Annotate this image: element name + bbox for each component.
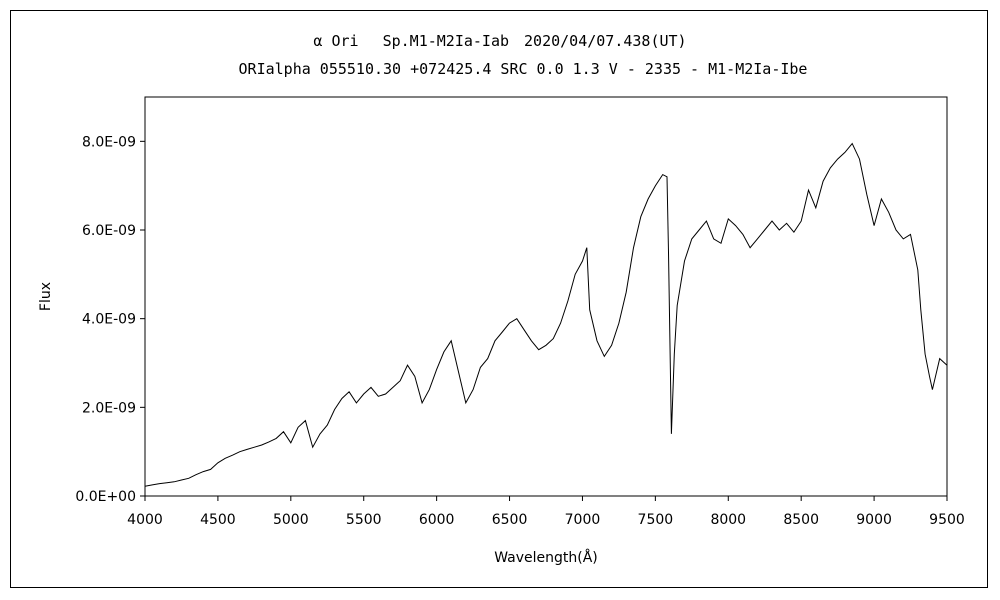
x-tick-label: 4000 bbox=[127, 512, 163, 528]
x-tick-label: 5000 bbox=[273, 512, 309, 528]
x-tick-label: 4500 bbox=[200, 512, 236, 528]
y-tick-label: 2.0E-09 bbox=[82, 400, 136, 416]
spectrum-line bbox=[144, 142, 948, 487]
x-axis-title: Wavelength(Å) bbox=[494, 549, 598, 566]
y-tick-label: 8.0E-09 bbox=[82, 134, 136, 150]
x-tick-label: 9500 bbox=[929, 512, 965, 528]
x-tick-label: 5500 bbox=[346, 512, 382, 528]
x-tick-label: 8500 bbox=[783, 512, 819, 528]
x-tick-label: 7500 bbox=[638, 512, 674, 528]
chart-frame bbox=[10, 10, 988, 588]
x-tick-label: 6500 bbox=[492, 512, 528, 528]
y-tick-label: 4.0E-09 bbox=[82, 312, 136, 328]
chart-subtitle: ORIalpha 055510.30 +072425.4 SRC 0.0 1.3… bbox=[238, 60, 808, 78]
y-axis-ticks: 0.0E+00 2.0E-09 4.0E-09 6.0E-09 8.0E-09 bbox=[75, 134, 145, 505]
x-axis-ticks: 4000 4500 5000 5500 6000 6500 7000 7500 8000 8500… bbox=[127, 496, 965, 528]
x-tick-label: 9000 bbox=[856, 512, 892, 528]
plot-area bbox=[144, 96, 948, 497]
x-tick-label: 6000 bbox=[419, 512, 455, 528]
y-axis-title: Flux bbox=[38, 282, 54, 311]
x-tick-label: 7000 bbox=[565, 512, 601, 528]
x-tick-label: 8000 bbox=[710, 512, 746, 528]
y-tick-label: 0.0E+00 bbox=[75, 489, 136, 505]
y-tick-label: 6.0E-09 bbox=[82, 223, 136, 239]
chart-title: α Ori Sp.M1-M2Ia-Iab 2020/04/07.438(UT) bbox=[313, 32, 687, 50]
